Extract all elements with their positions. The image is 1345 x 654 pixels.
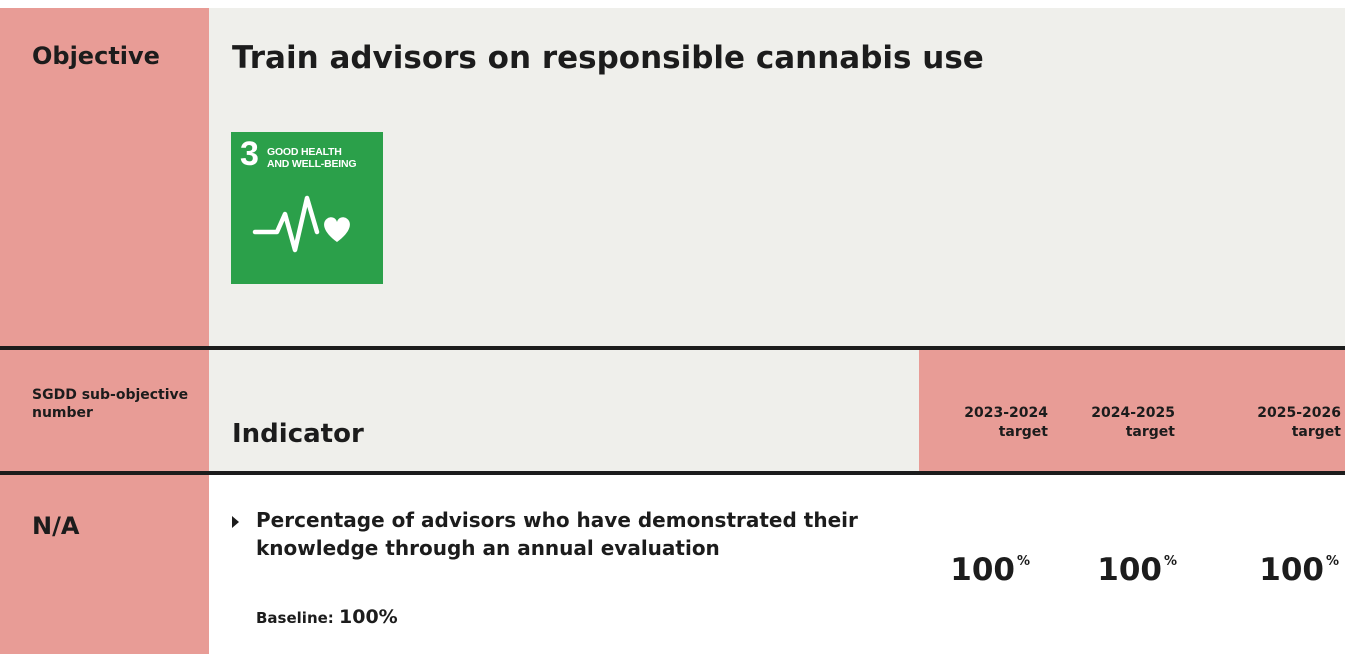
objective-label: Objective bbox=[32, 42, 160, 70]
indicator-description: Percentage of advisors who have demonstr… bbox=[256, 508, 858, 560]
target-value-2025-2026: 100% bbox=[1229, 552, 1339, 588]
header-bottom-divider bbox=[0, 471, 1345, 475]
targets-header-cell bbox=[919, 350, 1345, 471]
objective-title-bold: Train bbox=[232, 40, 319, 76]
bullet-arrow-icon bbox=[232, 516, 239, 528]
target-unit: % bbox=[1016, 554, 1030, 569]
target-header-2024-2025: 2024-2025 target bbox=[1055, 404, 1175, 442]
target-header-label: target bbox=[1125, 424, 1175, 440]
sdg-goal-name-line2: AND WELL-BEING bbox=[267, 158, 357, 170]
target-unit: % bbox=[1325, 554, 1339, 569]
sdg-number: 3 bbox=[240, 135, 259, 173]
sgdd-column-header: SGDD sub-objective number bbox=[32, 387, 189, 421]
indicator-header-cell bbox=[209, 350, 919, 471]
heartbeat-heart-icon bbox=[252, 195, 350, 253]
target-header-label: target bbox=[1291, 424, 1341, 440]
baseline-value: 100% bbox=[339, 606, 398, 628]
target-header-years: 2023-2024 bbox=[964, 405, 1048, 421]
objective-panel bbox=[209, 8, 1345, 346]
target-value-2023-2024: 100% bbox=[920, 552, 1030, 588]
target-header-label: target bbox=[998, 424, 1048, 440]
objective-title-rest: advisors on responsible cannabis use bbox=[318, 40, 984, 76]
sdg-goal-name-line1: GOOD HEALTH bbox=[267, 146, 342, 158]
sdg-goal-3-tile: 3 GOOD HEALTH AND WELL-BEING bbox=[231, 132, 383, 284]
target-number: 100 bbox=[1259, 552, 1324, 588]
indicator-column-header: Indicator bbox=[232, 419, 364, 449]
target-unit: % bbox=[1163, 554, 1177, 569]
target-header-2023-2024: 2023-2024 target bbox=[928, 404, 1048, 442]
objective-title: Train advisors on responsible cannabis u… bbox=[232, 40, 984, 76]
header-top-divider bbox=[0, 346, 1345, 350]
target-header-2025-2026: 2025-2026 target bbox=[1221, 404, 1341, 442]
target-number: 100 bbox=[950, 552, 1015, 588]
target-header-years: 2024-2025 bbox=[1091, 405, 1175, 421]
sgdd-value: N/A bbox=[32, 512, 80, 540]
target-number: 100 bbox=[1097, 552, 1162, 588]
target-value-2024-2025: 100% bbox=[1067, 552, 1177, 588]
target-header-years: 2025-2026 bbox=[1257, 405, 1341, 421]
baseline: Baseline: 100% bbox=[256, 606, 398, 628]
left-column bbox=[0, 8, 209, 654]
baseline-label: Baseline: bbox=[256, 609, 340, 627]
sdg-goal-name: GOOD HEALTH AND WELL-BEING bbox=[267, 146, 357, 170]
